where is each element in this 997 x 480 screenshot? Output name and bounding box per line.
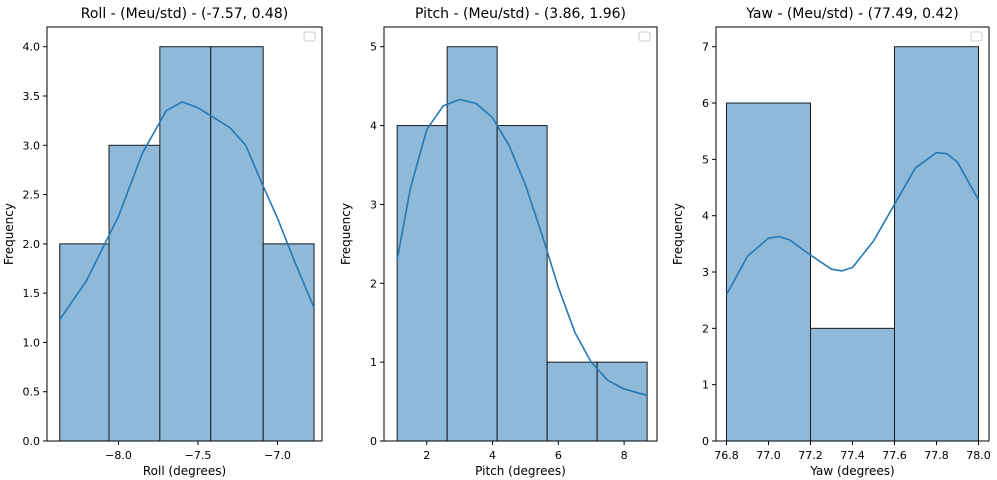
legend-box — [638, 31, 651, 42]
y-tick-label: 3 — [370, 198, 377, 211]
x-tick-label: 76.8 — [714, 449, 739, 462]
chart-title: Roll - (Meu/std) - (-7.57, 0.48) — [81, 6, 288, 22]
histogram-bar — [726, 102, 811, 442]
y-tick-label: 7 — [702, 41, 709, 54]
y-tick-label: 3.0 — [23, 139, 41, 152]
legend-box — [303, 31, 316, 42]
y-tick-label: 5 — [370, 41, 377, 54]
histogram-bar — [596, 361, 648, 442]
y-tick-label: 1.0 — [23, 336, 41, 349]
x-axis-label: Pitch (degrees) — [475, 464, 566, 478]
kde-line — [396, 98, 648, 397]
x-tick-label: 8 — [621, 449, 628, 462]
y-axis-label: Frequency — [2, 203, 16, 265]
y-tick-label: 3 — [702, 266, 709, 279]
y-tick-label: 4 — [702, 210, 709, 223]
x-axis-label: Roll (degrees) — [143, 464, 226, 478]
x-tick-label: −8.0 — [105, 449, 132, 462]
y-tick-label: 6 — [702, 97, 709, 110]
x-tick-label: 77.8 — [924, 449, 949, 462]
subplot-2: 2 4 6 8 0 1 2 3 4 5 Pitch - (Meu/std) - (3.86, 1.9… — [339, 6, 658, 478]
y-tick-label: 2.5 — [23, 189, 41, 202]
y-tick-label: 0 — [702, 435, 709, 448]
x-axis-label: Yaw (degrees) — [809, 464, 894, 478]
y-axis-label: Frequency — [671, 203, 685, 265]
x-tick-label: −7.5 — [185, 449, 212, 462]
x-tick-label: 78.0 — [966, 449, 991, 462]
kde-line — [725, 151, 980, 295]
histogram-bar — [159, 46, 212, 442]
x-tick-label: −7.0 — [264, 449, 291, 462]
kde-line — [59, 101, 315, 321]
axes-frame — [383, 26, 658, 442]
y-tick-label: 3.5 — [23, 90, 41, 103]
y-tick-label: 2 — [370, 277, 377, 290]
histogram-bar — [446, 46, 498, 442]
histogram-bar — [108, 144, 161, 442]
histogram-bar — [210, 46, 264, 442]
chart-title: Pitch - (Meu/std) - (3.86, 1.96) — [415, 6, 626, 22]
histogram-bar — [496, 125, 548, 442]
axes-frame — [46, 26, 323, 442]
chart-title: Yaw - (Meu/std) - (77.49, 0.42) — [745, 6, 959, 22]
x-tick-label: 2 — [423, 449, 430, 462]
legend-box — [970, 31, 983, 42]
y-tick-label: 0.5 — [23, 386, 41, 399]
histogram-bar — [59, 243, 110, 442]
y-tick-label: 2.0 — [23, 238, 41, 251]
y-tick-label: 1 — [370, 356, 377, 369]
x-tick-label: 77.4 — [840, 449, 865, 462]
y-tick-label: 5 — [702, 153, 709, 166]
x-tick-label: 4 — [489, 449, 496, 462]
histogram-bar — [546, 361, 598, 442]
subplot-3: 76.8 77.0 77.2 77.4 77.6 77.8 78.0 0 1 2 3 4 5 6 7 Yaw … — [671, 6, 991, 478]
y-tick-label: 0 — [370, 435, 377, 448]
y-tick-label: 0.0 — [23, 435, 41, 448]
x-tick-label: 77.6 — [882, 449, 907, 462]
histogram-bar — [262, 243, 315, 442]
histogram-bar — [894, 46, 979, 442]
x-tick-label: 77.2 — [798, 449, 823, 462]
y-tick-label: 2 — [702, 322, 709, 335]
y-tick-label: 1 — [702, 379, 709, 392]
x-tick-label: 6 — [555, 449, 562, 462]
y-tick-label: 1.5 — [23, 287, 41, 300]
y-tick-label: 4.0 — [23, 41, 41, 54]
histogram-bar — [396, 125, 448, 442]
y-axis-label: Frequency — [339, 203, 353, 265]
histogram-bar — [810, 327, 895, 442]
y-tick-label: 4 — [370, 120, 377, 133]
x-tick-label: 77.0 — [756, 449, 781, 462]
subplot-1: −8.0 −7.5 −7.0 0.0 0.5 1.0 1.5 2.0 2.5 3.0 3.5 4.0 R… — [2, 6, 323, 478]
